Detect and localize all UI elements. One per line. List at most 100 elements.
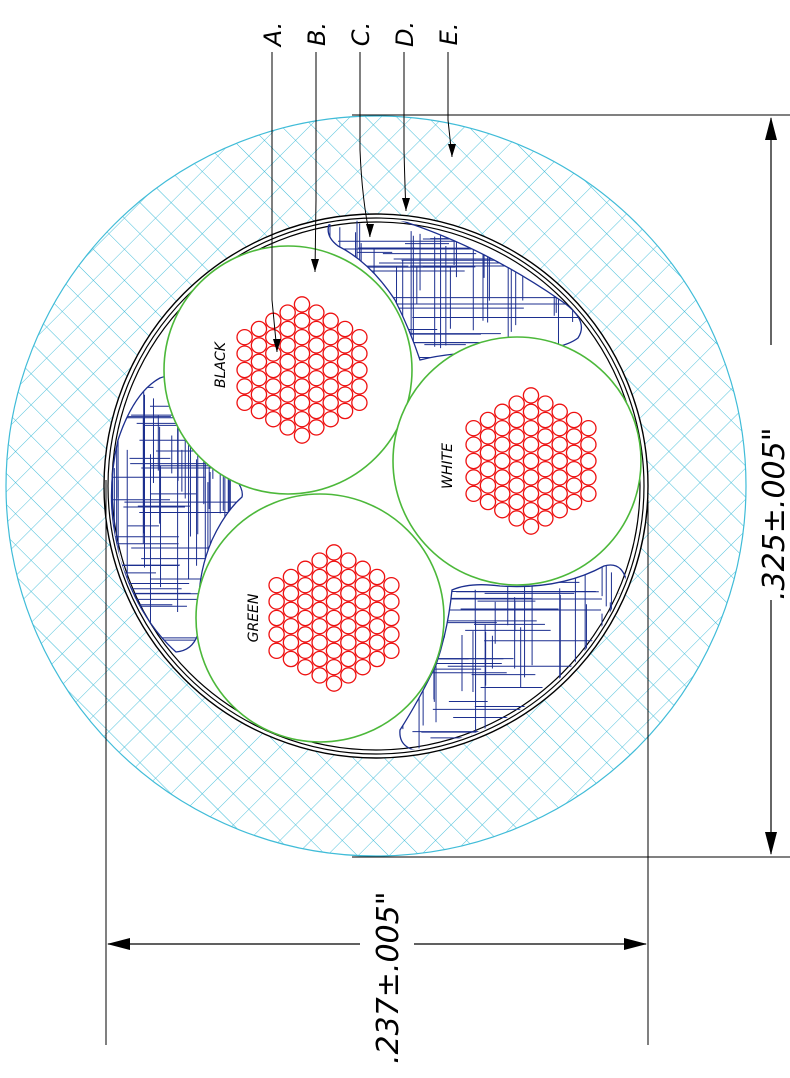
- strand: [494, 501, 511, 519]
- strand: [368, 634, 386, 651]
- strand: [368, 568, 386, 586]
- strand: [322, 378, 339, 395]
- strand: [297, 642, 314, 660]
- callout-group: A. B. C. D. E.: [259, 21, 463, 353]
- conductor-label-white: WHITE: [440, 443, 456, 489]
- strand: [325, 544, 343, 561]
- strand: [494, 452, 511, 470]
- strand: [293, 394, 311, 412]
- strand: [537, 444, 554, 462]
- strand: [325, 576, 343, 594]
- outer-diameter-dimension: .325±.005": [352, 114, 790, 858]
- callout-letter: E.: [435, 23, 463, 46]
- strand: [351, 328, 368, 346]
- strand: [522, 518, 540, 535]
- strand: [551, 452, 568, 470]
- strand: [368, 617, 386, 635]
- strand: [311, 585, 328, 602]
- strand: [282, 617, 300, 635]
- strand: [282, 568, 300, 586]
- strand: [508, 444, 525, 462]
- strand: [336, 337, 354, 354]
- strand: [250, 386, 268, 403]
- strand: [522, 403, 540, 421]
- strand: [494, 403, 511, 421]
- strand: [340, 552, 357, 569]
- shield-rings: [103, 213, 649, 759]
- strand: [565, 477, 583, 494]
- strand: [368, 601, 386, 619]
- strand: [551, 419, 568, 437]
- strand: [308, 337, 325, 354]
- strand: [236, 394, 253, 412]
- strand: [293, 361, 311, 379]
- strand: [383, 626, 400, 643]
- strand: [279, 369, 296, 387]
- strand: [250, 369, 268, 387]
- strand: [297, 626, 314, 643]
- strand: [336, 320, 354, 338]
- strand: [311, 552, 328, 569]
- strand: [368, 585, 386, 602]
- arrowhead: [402, 198, 410, 211]
- strand: [551, 403, 568, 421]
- strand: [297, 560, 314, 578]
- strand: [279, 320, 296, 338]
- strand: [311, 617, 328, 635]
- strand: [293, 345, 311, 362]
- strand: [308, 304, 325, 321]
- strand: [383, 642, 400, 660]
- strand: [311, 650, 328, 668]
- strand: [265, 378, 282, 395]
- strand: [494, 436, 511, 453]
- strand: [236, 378, 253, 395]
- strand: [522, 485, 540, 503]
- strand: [322, 328, 339, 346]
- strand: [383, 593, 400, 610]
- strand: [340, 667, 357, 684]
- strand: [268, 609, 285, 627]
- strand: [308, 402, 325, 420]
- callout-letter: D.: [391, 21, 419, 47]
- strand: [325, 560, 343, 578]
- callout-letter: A.: [259, 22, 287, 49]
- strand: [322, 410, 339, 428]
- strand: [322, 394, 339, 412]
- conductor-black: BLACK: [163, 245, 413, 495]
- strand: [268, 626, 285, 643]
- strand: [537, 477, 554, 494]
- strand: [308, 419, 325, 436]
- conductor-label-black: BLACK: [213, 340, 229, 388]
- strand: [354, 609, 371, 627]
- strand: [340, 650, 357, 668]
- arrowhead: [311, 259, 319, 272]
- conductor-group: BLACK WHITE GREEN: [163, 245, 642, 743]
- strand: [322, 312, 339, 330]
- strand: [537, 493, 554, 511]
- strand: [325, 658, 343, 676]
- strand: [465, 436, 482, 453]
- strand: [383, 576, 400, 594]
- conductor-white: WHITE: [392, 336, 642, 586]
- strand: [354, 658, 371, 676]
- strand: [354, 576, 371, 594]
- strand: [308, 320, 325, 338]
- strand: [236, 345, 253, 362]
- strand: [293, 378, 311, 395]
- strand: [479, 477, 497, 494]
- strand: [311, 568, 328, 586]
- strand: [522, 452, 540, 470]
- strand: [565, 460, 583, 478]
- strand: [537, 411, 554, 429]
- strand: [537, 510, 554, 527]
- strand: [250, 402, 268, 420]
- strand: [565, 493, 583, 511]
- strand: [279, 337, 296, 354]
- strand: [265, 361, 282, 379]
- strand: [351, 378, 368, 395]
- strand: [537, 395, 554, 412]
- strand: [551, 501, 568, 519]
- strand: [297, 658, 314, 676]
